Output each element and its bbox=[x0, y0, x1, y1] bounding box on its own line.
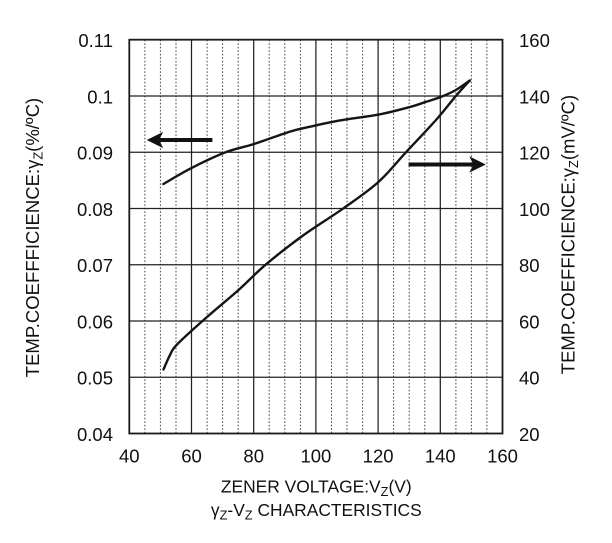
svg-text:80: 80 bbox=[519, 255, 540, 276]
svg-text:0.1: 0.1 bbox=[87, 86, 113, 107]
svg-text:40: 40 bbox=[519, 368, 540, 389]
svg-text:120: 120 bbox=[519, 143, 550, 164]
svg-text:0.11: 0.11 bbox=[78, 30, 113, 51]
svg-text:100: 100 bbox=[519, 199, 550, 220]
svg-text:TEMP.COEFFICIENCE:γZ(mV/ºC): TEMP.COEFFICIENCE:γZ(mV/ºC) bbox=[558, 95, 582, 374]
svg-text:100: 100 bbox=[300, 446, 331, 467]
svg-text:0.07: 0.07 bbox=[77, 255, 113, 276]
svg-text:60: 60 bbox=[181, 446, 202, 467]
svg-text:40: 40 bbox=[119, 446, 140, 467]
svg-text:0.05: 0.05 bbox=[77, 368, 113, 389]
svg-text:ZENER VOLTAGE:VZ(V): ZENER VOLTAGE:VZ(V) bbox=[221, 477, 412, 500]
svg-text:60: 60 bbox=[519, 311, 540, 332]
svg-text:TEMP.COEFFFICIENCE:γZ(%/ºC): TEMP.COEFFFICIENCE:γZ(%/ºC) bbox=[22, 98, 46, 377]
svg-text:γZ-VZ CHARACTERISTICS: γZ-VZ CHARACTERISTICS bbox=[211, 500, 422, 523]
svg-text:140: 140 bbox=[519, 86, 550, 107]
svg-text:0.09: 0.09 bbox=[77, 143, 113, 164]
svg-text:120: 120 bbox=[363, 446, 394, 467]
svg-text:0.04: 0.04 bbox=[77, 424, 113, 445]
svg-text:0.06: 0.06 bbox=[77, 311, 113, 332]
svg-text:80: 80 bbox=[243, 446, 264, 467]
svg-text:20: 20 bbox=[519, 424, 540, 445]
svg-text:140: 140 bbox=[425, 446, 456, 467]
svg-text:0.08: 0.08 bbox=[77, 199, 113, 220]
svg-text:160: 160 bbox=[519, 30, 550, 51]
svg-text:160: 160 bbox=[487, 446, 518, 467]
